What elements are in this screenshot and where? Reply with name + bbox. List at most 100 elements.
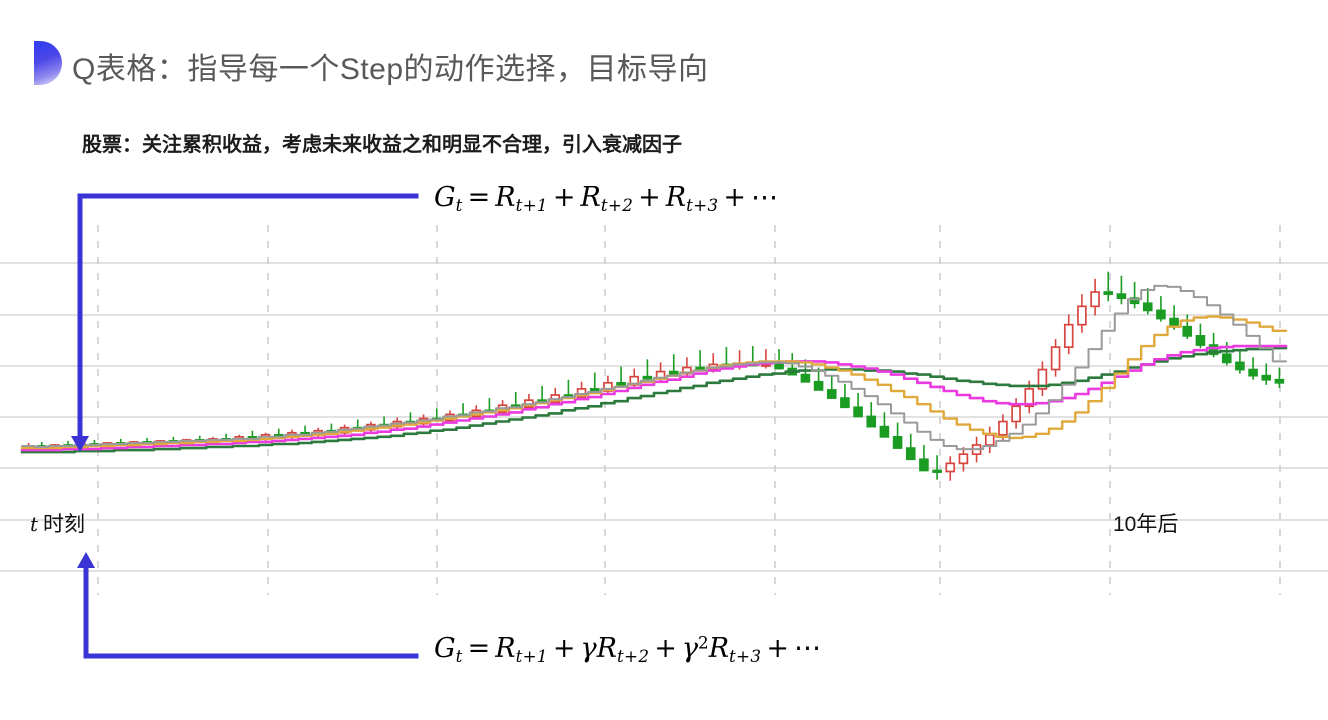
candle-body-63 bbox=[853, 406, 863, 418]
candle-body-66 bbox=[892, 435, 903, 449]
formula-top-term-1: Rt+1 bbox=[495, 182, 548, 216]
candle-61 bbox=[826, 375, 837, 399]
candle-62 bbox=[840, 383, 850, 409]
candle-body-74 bbox=[998, 420, 1008, 436]
candle-body-61 bbox=[826, 389, 837, 399]
candle-85 bbox=[1142, 287, 1153, 315]
candle-body-64 bbox=[866, 415, 877, 428]
candle-66 bbox=[892, 422, 903, 449]
formula-top-term-3: Rt+3 bbox=[665, 182, 719, 216]
candle-body-79 bbox=[1063, 323, 1074, 348]
grid-horizontal bbox=[0, 262, 1328, 572]
candle-65 bbox=[879, 412, 890, 438]
formula-top-plus-2: + bbox=[638, 182, 661, 213]
candle-body-78 bbox=[1050, 346, 1061, 371]
candle-body-57 bbox=[774, 363, 784, 370]
candle-68 bbox=[919, 445, 929, 472]
candle-84 bbox=[1129, 281, 1140, 309]
candle-95 bbox=[1274, 367, 1285, 388]
candle-body-95 bbox=[1274, 378, 1285, 384]
candlestick-chart bbox=[0, 225, 1328, 595]
candle-63 bbox=[853, 392, 863, 418]
candle-64 bbox=[866, 402, 877, 428]
candle-body-47 bbox=[642, 375, 653, 380]
candle-body-59 bbox=[800, 373, 811, 383]
candle-42 bbox=[576, 381, 587, 401]
candle-92 bbox=[1235, 350, 1245, 374]
formula-bottom-term-1: Rt+1 bbox=[495, 632, 548, 666]
candle-body-86 bbox=[1156, 309, 1166, 320]
candle-body-77 bbox=[1037, 368, 1048, 390]
label-time-t-symbol: t bbox=[30, 512, 39, 536]
candle-body-89 bbox=[1195, 335, 1206, 346]
candle-body-71 bbox=[958, 453, 969, 465]
candle-49 bbox=[668, 354, 679, 375]
candle-body-88 bbox=[1182, 325, 1193, 337]
formula-undiscounted-return: Gt = Rt+1 + Rt+2 + Rt+3 + ⋯ bbox=[434, 182, 778, 215]
candle-body-75 bbox=[1011, 405, 1021, 423]
ma-line-fast-gray bbox=[21, 284, 1287, 451]
arrow-bottom-head-up bbox=[77, 552, 95, 568]
formula-top-ellipsis: ⋯ bbox=[751, 182, 779, 213]
candle-body-70 bbox=[945, 462, 956, 473]
candle-body-81 bbox=[1090, 291, 1100, 308]
candle-body-94 bbox=[1261, 374, 1272, 381]
candle-body-76 bbox=[1024, 388, 1035, 408]
candle-80 bbox=[1077, 294, 1087, 333]
candle-57 bbox=[774, 349, 784, 370]
ma-line-long-green bbox=[20, 346, 1288, 454]
candle-81 bbox=[1090, 278, 1100, 316]
formula-bottom-lhs: Gt bbox=[434, 632, 463, 666]
formula-bottom-term-2: γRt+2 bbox=[580, 632, 650, 666]
formula-bottom-term-3: γ2Rt+3 bbox=[681, 632, 762, 666]
candle-47 bbox=[642, 359, 653, 380]
candle-69 bbox=[932, 455, 942, 480]
candle-79 bbox=[1063, 314, 1074, 355]
formula-bottom-plus-2: + bbox=[654, 632, 677, 664]
formula-top-lhs: Gt bbox=[434, 182, 463, 216]
candle-83 bbox=[1116, 275, 1127, 305]
label-time-t: t 时刻 bbox=[30, 508, 85, 538]
arrow-bottom-line bbox=[83, 563, 419, 659]
page-title: Q表格：指导每一个Step的动作选择，目标导向 bbox=[72, 53, 709, 86]
candle-94 bbox=[1261, 363, 1272, 385]
candle-67 bbox=[905, 433, 916, 461]
candle-body-69 bbox=[932, 469, 942, 473]
candle-body-45 bbox=[616, 381, 626, 386]
candle-body-80 bbox=[1077, 305, 1087, 326]
formula-bottom-plus-1: + bbox=[552, 632, 576, 664]
candle-body-93 bbox=[1248, 368, 1258, 377]
grid-vertical bbox=[97, 225, 1281, 595]
subtitle-text: 股票：关注累积收益，考虑未来收益之和明显不合理，引入衰减因子 bbox=[82, 134, 682, 156]
formula-discounted-return: Gt = Rt+1 + γRt+2 + γ2Rt+3 + ⋯ bbox=[434, 632, 821, 666]
formula-top-plus-last: + bbox=[723, 182, 747, 213]
candle-body-83 bbox=[1116, 293, 1127, 300]
candle-body-91 bbox=[1221, 353, 1232, 364]
candle-88 bbox=[1182, 314, 1193, 339]
formula-top-plus-1: + bbox=[552, 182, 576, 213]
candle-body-49 bbox=[668, 370, 679, 375]
candle-77 bbox=[1037, 361, 1048, 397]
candle-body-84 bbox=[1129, 297, 1140, 305]
candle-body-42 bbox=[576, 388, 587, 398]
label-time-t-text: 时刻 bbox=[43, 513, 86, 536]
candle-93 bbox=[1248, 357, 1258, 380]
candle-body-90 bbox=[1208, 344, 1219, 356]
arrow-top-head-down bbox=[71, 436, 89, 452]
formula-bottom-plus-last: + bbox=[766, 632, 789, 664]
candle-82 bbox=[1103, 271, 1114, 302]
candle-70 bbox=[945, 456, 956, 481]
candle-body-62 bbox=[840, 397, 850, 409]
formula-bottom-ellipsis: ⋯ bbox=[793, 632, 821, 664]
candle-43 bbox=[589, 372, 600, 392]
arrow-top-line bbox=[77, 193, 419, 441]
candle-body-85 bbox=[1142, 302, 1153, 312]
candle-body-60 bbox=[813, 380, 824, 391]
candle-body-68 bbox=[919, 458, 929, 472]
candle-body-67 bbox=[905, 447, 916, 461]
candle-body-82 bbox=[1103, 291, 1114, 295]
candle-86 bbox=[1156, 296, 1166, 322]
candle-89 bbox=[1195, 323, 1206, 349]
